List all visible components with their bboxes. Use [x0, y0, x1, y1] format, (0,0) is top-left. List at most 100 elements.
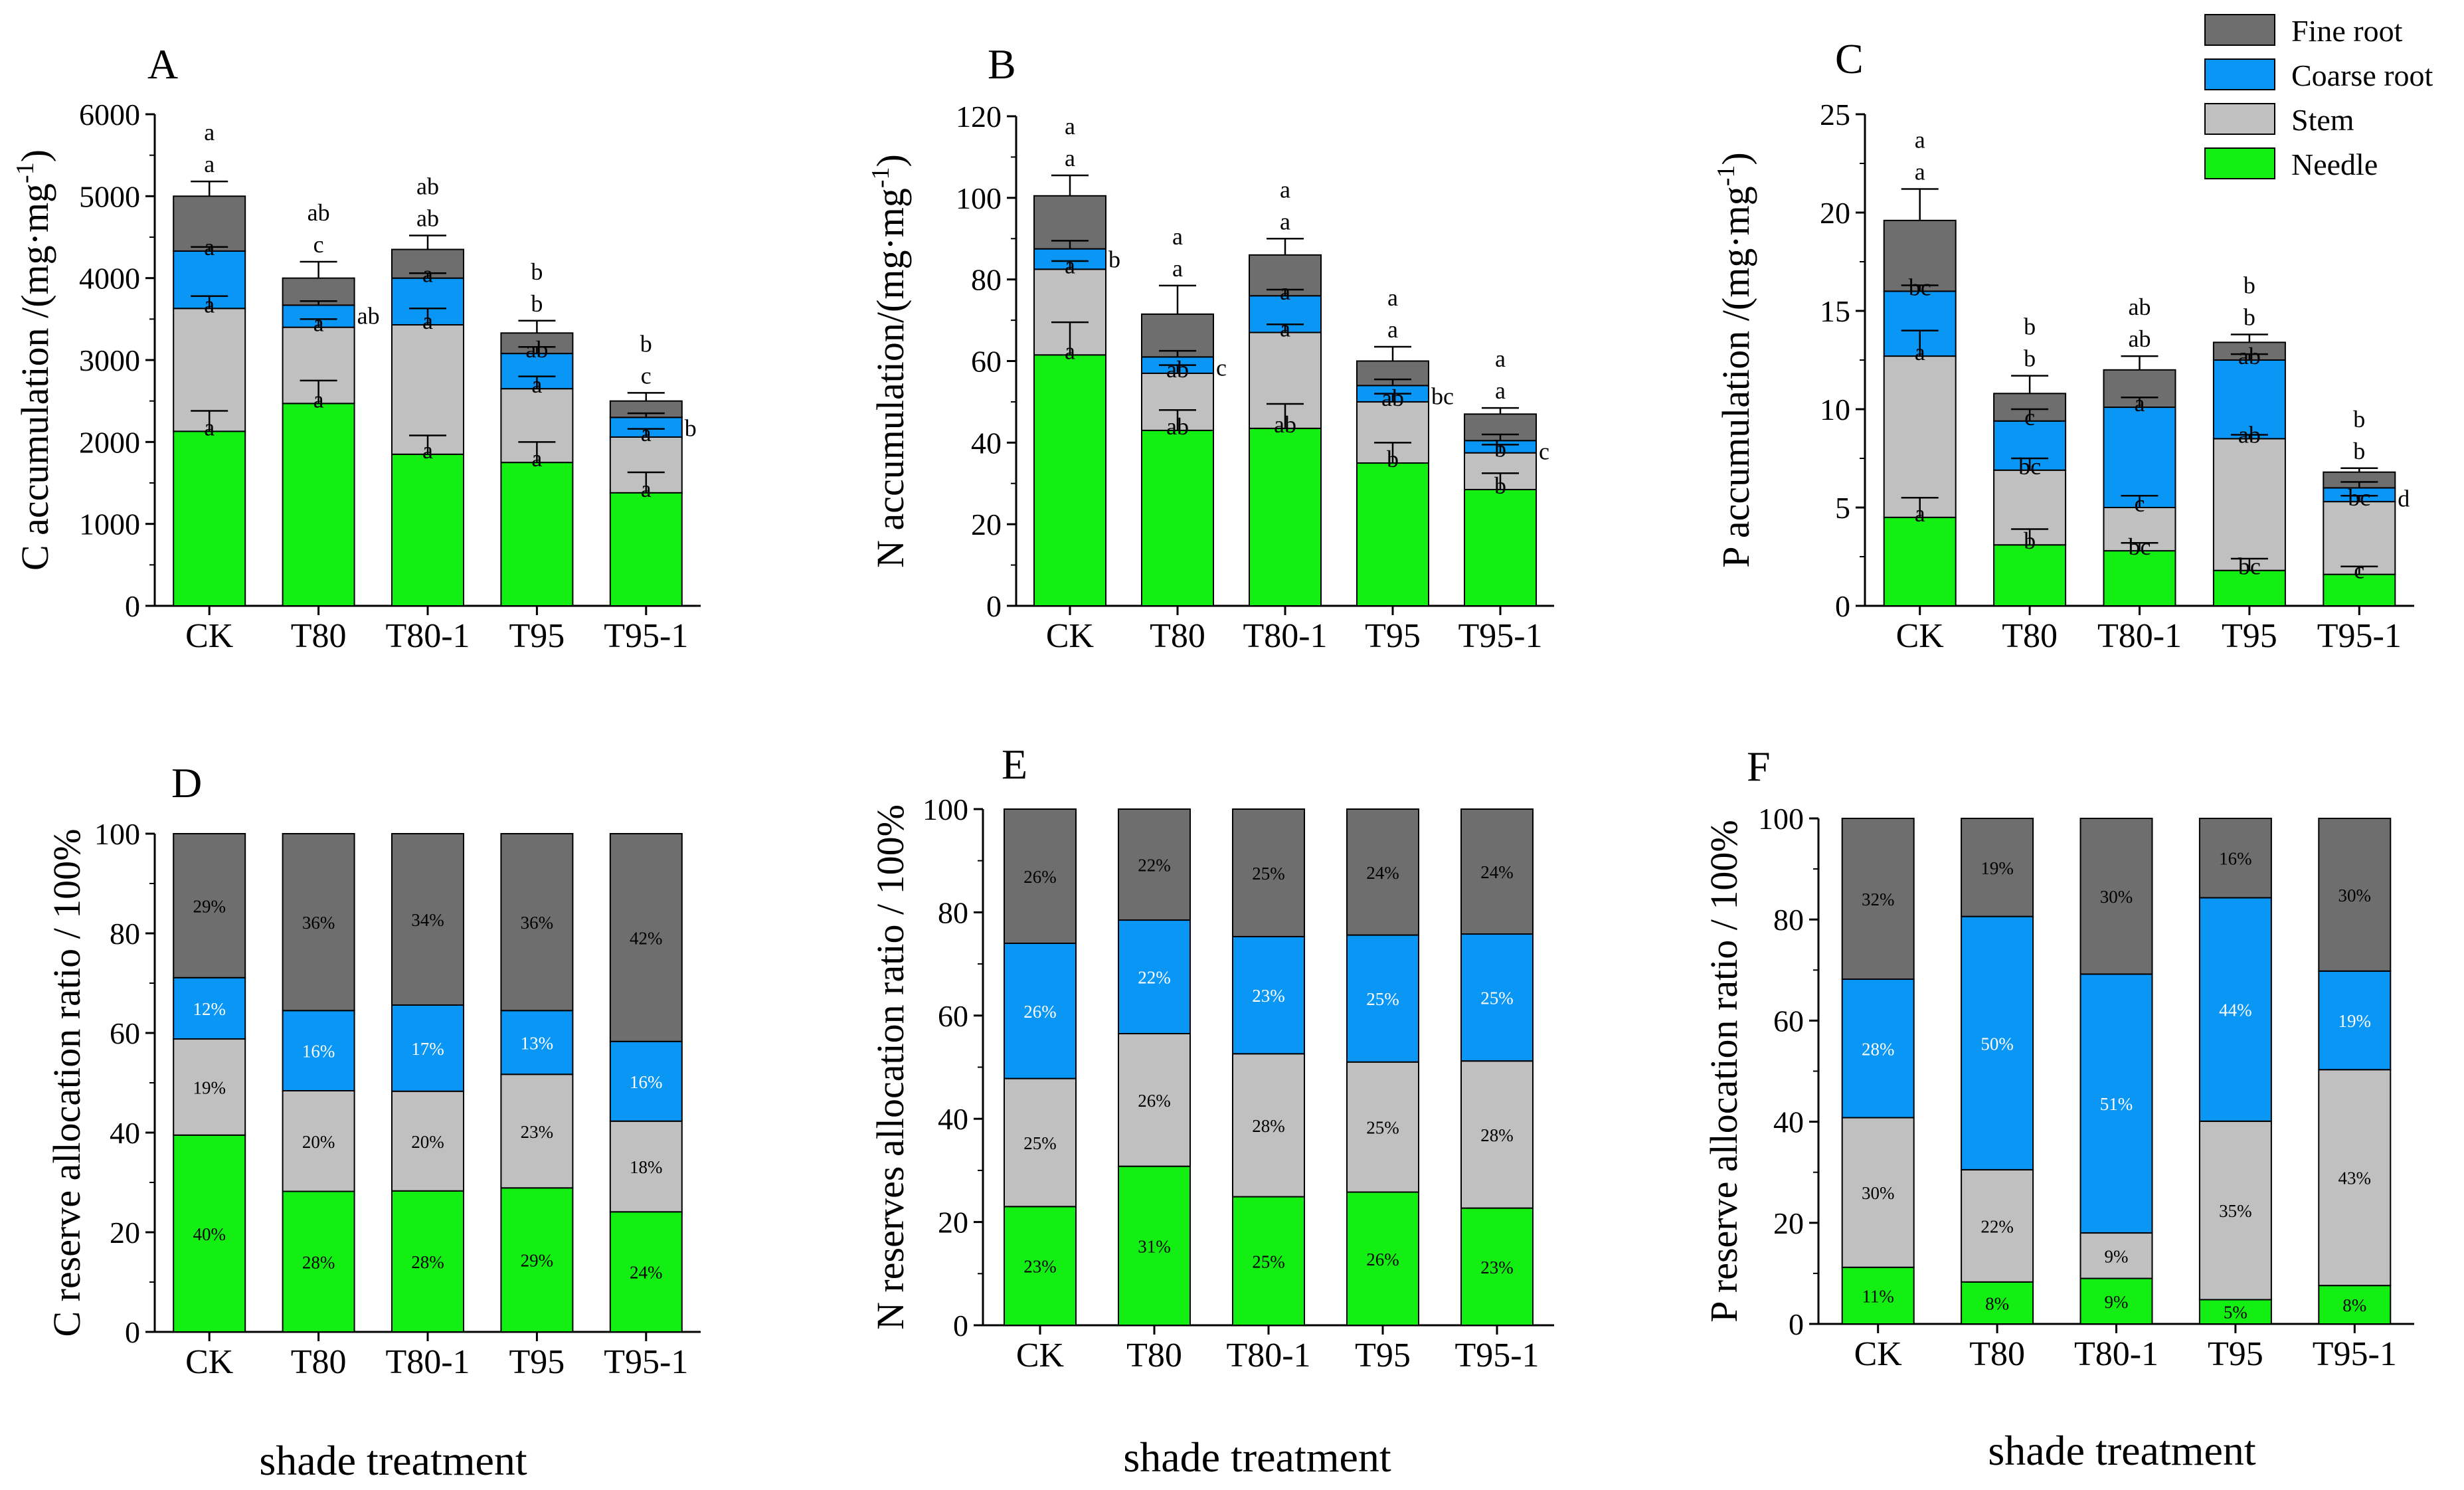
pct-label-f-t95-1-needle: 8%: [2342, 1295, 2366, 1315]
pct-label-d-t95-1-coarse-root: 16%: [630, 1072, 663, 1092]
y-tick-label-e: 60: [938, 999, 968, 1033]
bar-f-t80-needle: [1961, 1281, 2034, 1325]
total-letter-c-t80: b: [2024, 314, 2036, 340]
sig-letter-c-ck-coarse-root: bc: [1909, 274, 1931, 300]
y-tick-label-b: 80: [971, 263, 1002, 297]
x-tick-label-e-ck: CK: [1016, 1337, 1065, 1374]
sig-letter-c-t95-coarse-root: ab: [2238, 343, 2261, 369]
bar-f-ck-fine-root: [1841, 818, 1915, 980]
sig-letter-b-t95-stem: ab: [1381, 385, 1404, 411]
bar-e-t95-coarse-root: [1346, 934, 1419, 1063]
bar-d-t95-stem: [500, 1073, 574, 1189]
y-tick-label-d: 20: [110, 1216, 140, 1250]
bar-f-t95-1-needle: [2318, 1285, 2392, 1325]
bar-e-t80-needle: [1118, 1165, 1191, 1326]
bar-d-t80-coarse-root: [282, 1010, 355, 1091]
bar-f-t80-stem: [1961, 1168, 2034, 1283]
y-tick-label-d: 60: [110, 1016, 140, 1050]
bar-f-ck-coarse-root: [1841, 978, 1915, 1119]
sig-letter-b-t80-needle: ab: [1166, 413, 1189, 440]
pct-label-e-t95-1-stem: 28%: [1480, 1125, 1514, 1145]
bar-f-t80-1-needle: [2079, 1277, 2153, 1325]
sig-letter-c-t80-needle: b: [2024, 527, 2036, 554]
total-letter-c-t80-1: ab: [2129, 294, 2151, 320]
pct-label-d-t80-fine-root: 36%: [302, 913, 335, 933]
panels: AC accumulation /(mg·mg-1)01000200030004…: [11, 35, 2414, 1381]
sig-letter-b-t80-fine-root: a: [1172, 255, 1183, 282]
sig-letter-c-ck-stem: a: [1915, 339, 1925, 365]
panel-d: D C reserve allocation ratio / 100% 0 20 40 6…: [45, 759, 701, 1381]
bar-e-t95-fine-root: [1346, 808, 1419, 936]
sig-letter-b-ck-coarse-root: b: [1108, 246, 1120, 273]
x-tick-label-c-t80: T80: [2002, 617, 2058, 655]
y-tick-label-c: 15: [1820, 294, 1850, 328]
x-tick-label-f-t80: T80: [1969, 1335, 2025, 1373]
pct-label-d-t80-coarse-root: 16%: [302, 1042, 335, 1062]
pct-label-e-t80-stem: 26%: [1138, 1091, 1171, 1111]
x-tick-label-d-t95-1: T95-1: [604, 1343, 688, 1381]
bar-e-ck-coarse-root: [1004, 943, 1077, 1079]
y-tick-label-b: 60: [971, 345, 1002, 379]
x-tick-label-c-t95: T95: [2222, 617, 2277, 655]
y-tick-label-f: 40: [1773, 1105, 1804, 1139]
y-tick-label-f: 80: [1773, 903, 1804, 937]
legend-label-fine-root: Fine root: [2291, 14, 2403, 48]
sig-letter-c-t80-1-stem: c: [2135, 490, 2145, 517]
sig-letter-c-t80-1-fine-root: ab: [2129, 326, 2151, 352]
total-letter-a-t95-1: b: [640, 330, 652, 357]
panel-letter-f: F: [1747, 743, 1771, 790]
y-tick-label-c: 20: [1820, 196, 1850, 230]
sig-letter-a-t80-coarse-root: ab: [357, 302, 380, 329]
total-letter-c-t95: b: [2244, 272, 2255, 299]
bar-e-t95-1-fine-root: [1460, 808, 1534, 935]
sig-letter-b-t80-1-needle: ab: [1274, 411, 1296, 438]
sig-letter-c-t95-1-coarse-root: d: [2398, 485, 2410, 512]
bar-e-ck-needle: [1004, 1206, 1077, 1327]
x-tick-label-a-t95: T95: [509, 617, 565, 655]
y-tick-label-b: 20: [971, 508, 1002, 541]
pct-label-f-t95-coarse-root: 44%: [2219, 1000, 2252, 1020]
panel-letter-e: E: [1002, 741, 1027, 788]
pct-label-d-ck-needle: 40%: [193, 1224, 226, 1244]
pct-label-f-ck-coarse-root: 28%: [1862, 1039, 1895, 1059]
bar-f-t80-coarse-root: [1961, 915, 2034, 1170]
sig-letter-c-t95-1-needle: c: [2354, 557, 2364, 584]
bar-d-t95-needle: [500, 1187, 574, 1333]
pct-label-e-ck-fine-root: 26%: [1023, 867, 1057, 887]
y-tick-label-c: 10: [1820, 393, 1850, 426]
sig-letter-a-t95-1-fine-root: c: [641, 362, 652, 389]
x-tick-label-a-t95-1: T95-1: [604, 617, 688, 655]
y-tick-label-f: 20: [1773, 1206, 1804, 1240]
y-tick-label-a: 6000: [79, 98, 140, 132]
legend-swatch-stem: [2204, 103, 2275, 135]
legend-swatch-fine-root: [2204, 14, 2275, 46]
x-tick-label-e-t80-1: T80-1: [1226, 1337, 1310, 1374]
panel-a: A C accumulation /(mg·mg-1) 0 1000 2000 3000 4…: [11, 41, 701, 655]
bar-d-t80-1-stem: [391, 1090, 464, 1192]
y-axis-label-c: P accumulation /(mg·mg-1): [1712, 152, 1757, 568]
sig-letter-b-t95-1-stem: b: [1494, 436, 1506, 462]
sig-letter-c-t95-1-stem: bc: [2348, 484, 2370, 511]
sig-letter-a-t80-1-needle: a: [422, 437, 433, 464]
bar-d-t95-1-coarse-root: [609, 1040, 683, 1122]
bar-c-ck-stem: [1883, 355, 1957, 518]
pct-label-f-t80-1-coarse-root: 51%: [2100, 1094, 2133, 1114]
bar-d-t80-stem: [282, 1090, 355, 1192]
total-letter-b-t95-1: a: [1495, 345, 1506, 372]
x-tick-label-d-t80: T80: [291, 1343, 347, 1381]
bar-f-t95-1-fine-root: [2318, 818, 2392, 972]
y-tick-label-d: 0: [125, 1315, 140, 1349]
x-tick-label-d-ck: CK: [185, 1343, 234, 1381]
y-tick-label-e: 80: [938, 895, 968, 929]
y-tick-label-c: 25: [1820, 98, 1850, 132]
bar-d-ck-stem: [173, 1038, 246, 1136]
bar-d-t95-1-fine-root: [609, 833, 683, 1042]
total-letter-b-t95: a: [1387, 284, 1398, 311]
sig-letter-c-t95-fine-root: b: [2244, 304, 2255, 331]
bar-e-t80-fine-root: [1118, 808, 1191, 921]
bar-f-t95-1-stem: [2318, 1069, 2392, 1287]
panel-letter-c: C: [1835, 35, 1864, 82]
sig-letter-b-t95-coarse-root: bc: [1431, 383, 1454, 409]
bar-c-t80-1-coarse-root: [2103, 407, 2176, 508]
bar-f-t80-1-fine-root: [2079, 818, 2153, 975]
